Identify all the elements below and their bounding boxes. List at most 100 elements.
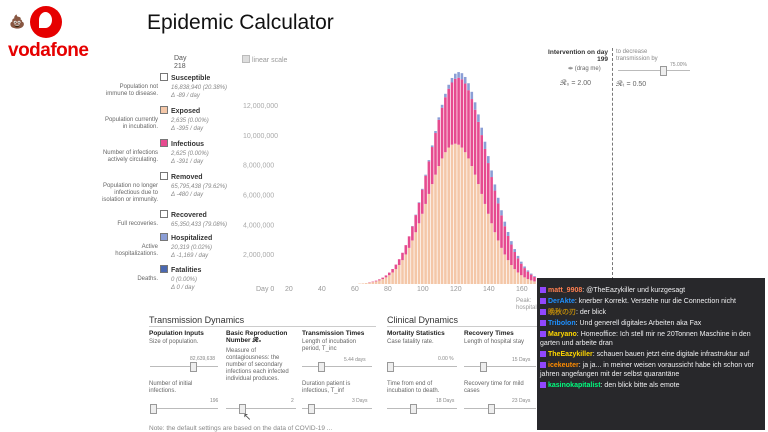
bar-exposed-day-130[interactable]: [470, 166, 474, 284]
bar-hospitalized-day-98[interactable]: [417, 202, 421, 203]
bar-exposed-day-104[interactable]: [427, 193, 431, 284]
bar-infectious-day-158[interactable]: [516, 258, 520, 273]
chat-username[interactable]: matt_9908: [548, 287, 583, 294]
bar-hospitalized-day-156[interactable]: [513, 249, 516, 252]
mild-recovery-slider[interactable]: [464, 408, 536, 409]
bar-exposed-day-70[interactable]: [371, 282, 375, 284]
time-to-death-slider-handle[interactable]: [410, 404, 417, 414]
rt-slider-handle[interactable]: [660, 66, 667, 76]
bar-infectious-day-94[interactable]: [411, 226, 414, 241]
bar-exposed-day-106[interactable]: [430, 184, 434, 284]
category-checkbox-icon[interactable]: [160, 172, 168, 180]
bar-infectious-day-96[interactable]: [414, 215, 417, 233]
bar-infectious-day-80[interactable]: [388, 272, 391, 276]
bar-exposed-day-154[interactable]: [510, 265, 513, 284]
category-infectious[interactable]: Infectious: [160, 139, 204, 148]
bar-infectious-day-134[interactable]: [477, 121, 480, 185]
bar-hospitalized-day-150[interactable]: [503, 221, 507, 227]
category-exposed[interactable]: Exposed: [160, 106, 200, 115]
mild-recovery-slider-handle[interactable]: [488, 404, 495, 414]
bar-infectious-day-118[interactable]: [450, 82, 454, 145]
fatality-rate-slider[interactable]: [387, 366, 457, 367]
bar-exposed-day-118[interactable]: [450, 144, 454, 284]
incubation-slider[interactable]: [302, 366, 372, 367]
bar-infectious-day-136[interactable]: [480, 135, 483, 194]
bar-infectious-day-110[interactable]: [437, 119, 441, 167]
bar-hospitalized-day-134[interactable]: [477, 114, 480, 122]
bar-hospitalized-day-106[interactable]: [430, 145, 434, 148]
bar-infectious-day-72[interactable]: [374, 280, 378, 282]
bar-hospitalized-day-140[interactable]: [487, 156, 490, 164]
bar-infectious-day-128[interactable]: [467, 90, 470, 159]
category-recovered[interactable]: Recovered: [160, 210, 207, 219]
bar-hospitalized-day-152[interactable]: [506, 231, 510, 236]
bar-exposed-day-156[interactable]: [513, 269, 516, 284]
bar-infectious-day-126[interactable]: [463, 83, 467, 153]
bar-infectious-day-102[interactable]: [424, 175, 427, 204]
bar-infectious-day-112[interactable]: [440, 107, 444, 159]
bar-hospitalized-day-136[interactable]: [480, 127, 483, 136]
bar-infectious-day-108[interactable]: [434, 133, 437, 175]
bar-exposed-day-114[interactable]: [444, 152, 447, 284]
bar-infectious-day-100[interactable]: [421, 189, 424, 214]
bar-exposed-day-94[interactable]: [411, 240, 414, 284]
bar-exposed-day-110[interactable]: [437, 166, 441, 284]
initial-infections-slider[interactable]: [150, 408, 218, 409]
bar-infectious-day-138[interactable]: [483, 148, 487, 204]
bar-exposed-day-72[interactable]: [374, 281, 378, 284]
bar-hospitalized-day-158[interactable]: [516, 255, 520, 259]
population-slider[interactable]: [150, 366, 218, 367]
r0-slider[interactable]: [226, 408, 296, 409]
bar-infectious-day-150[interactable]: [503, 226, 507, 255]
bar-exposed-day-88[interactable]: [401, 260, 404, 284]
bar-exposed-day-134[interactable]: [477, 184, 480, 284]
bar-hospitalized-day-114[interactable]: [444, 93, 447, 98]
r0-slider-handle[interactable]: [239, 404, 246, 414]
category-checkbox-icon[interactable]: [160, 106, 168, 114]
chat-username[interactable]: kasinokapitalist: [548, 382, 601, 389]
bar-exposed-day-136[interactable]: [480, 193, 483, 284]
bar-hospitalized-day-124[interactable]: [460, 73, 464, 80]
bar-hospitalized-day-154[interactable]: [510, 241, 513, 245]
bar-hospitalized-day-128[interactable]: [467, 83, 470, 91]
bar-infectious-day-104[interactable]: [427, 161, 431, 194]
category-checkbox-icon[interactable]: [160, 139, 168, 147]
category-checkbox-icon[interactable]: [160, 233, 168, 241]
bar-exposed-day-66[interactable]: [364, 283, 368, 284]
bar-exposed-day-100[interactable]: [421, 213, 424, 284]
bar-infectious-day-74[interactable]: [378, 279, 381, 281]
bar-exposed-day-126[interactable]: [463, 152, 467, 284]
bar-exposed-day-132[interactable]: [473, 174, 477, 284]
linear-scale-toggle[interactable]: linear scale: [242, 55, 287, 64]
infectious-duration-slider[interactable]: [302, 408, 372, 409]
hospital-stay-slider-handle[interactable]: [480, 362, 487, 372]
bar-exposed-day-150[interactable]: [503, 254, 507, 284]
bar-infectious-day-166[interactable]: [529, 274, 533, 281]
bar-infectious-day-148[interactable]: [500, 215, 503, 248]
fatality-rate-slider-handle[interactable]: [387, 362, 394, 372]
drag-handle[interactable]: ⇹ (drag me): [568, 65, 601, 72]
bar-hospitalized-day-132[interactable]: [473, 102, 477, 110]
bar-exposed-day-112[interactable]: [440, 158, 444, 284]
infectious-duration-slider-handle[interactable]: [308, 404, 315, 414]
bar-infectious-day-84[interactable]: [394, 264, 398, 270]
bar-exposed-day-92[interactable]: [407, 247, 411, 284]
bar-exposed-day-122[interactable]: [457, 144, 460, 284]
bar-exposed-day-74[interactable]: [378, 280, 381, 284]
category-checkbox-icon[interactable]: [160, 265, 168, 273]
chat-username[interactable]: Maryano: [548, 331, 577, 338]
initial-infections-slider-handle[interactable]: [150, 404, 157, 414]
bar-exposed-day-152[interactable]: [506, 260, 510, 284]
bar-exposed-day-102[interactable]: [424, 203, 427, 284]
bar-hospitalized-day-112[interactable]: [440, 104, 444, 108]
bar-exposed-day-124[interactable]: [460, 147, 464, 284]
chat-username[interactable]: Tribolon: [548, 320, 576, 327]
bar-infectious-day-156[interactable]: [513, 251, 516, 270]
bar-exposed-day-168[interactable]: [533, 281, 536, 284]
bar-infectious-day-76[interactable]: [381, 277, 384, 280]
bar-exposed-day-146[interactable]: [496, 240, 500, 284]
category-checkbox-icon[interactable]: [160, 73, 168, 81]
intervention-line[interactable]: [612, 48, 614, 280]
bar-hospitalized-day-166[interactable]: [529, 273, 533, 275]
bar-infectious-day-132[interactable]: [473, 109, 477, 175]
